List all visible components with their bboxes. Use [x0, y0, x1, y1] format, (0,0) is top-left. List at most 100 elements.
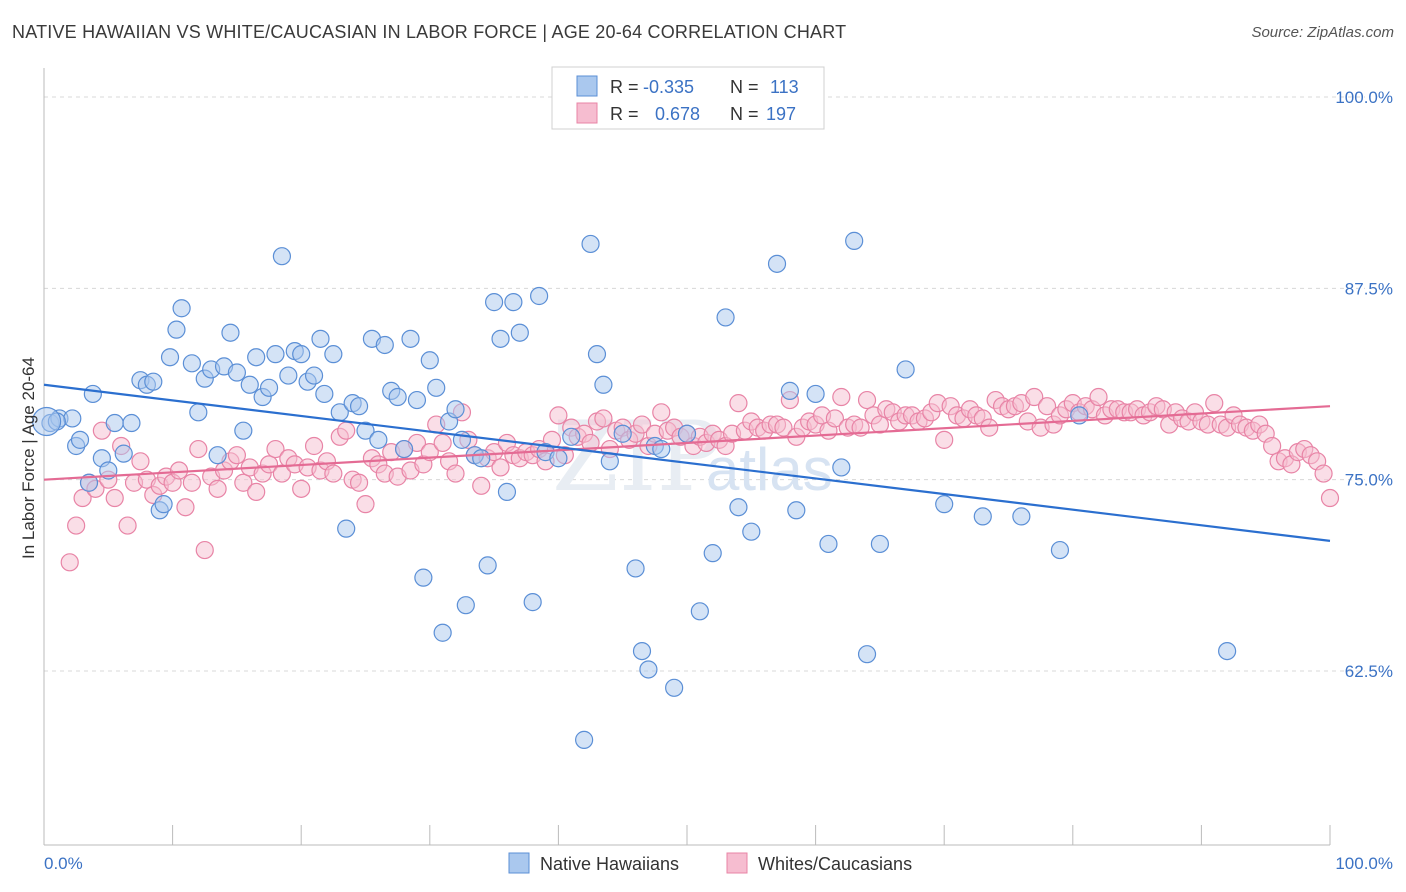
data-point: [195, 540, 214, 560]
data-point: [1218, 642, 1237, 661]
y-tick-label: 100.0%: [1335, 88, 1393, 107]
data-point: [896, 360, 915, 379]
data-point: [935, 430, 954, 449]
data-point: [349, 473, 369, 492]
data-point: [665, 678, 684, 697]
data-point: [575, 730, 594, 749]
data-point: [176, 498, 195, 517]
data-point: [639, 660, 658, 679]
data-point: [504, 293, 523, 312]
data-point: [63, 409, 82, 428]
data-point: [304, 366, 324, 385]
data-point: [973, 507, 992, 526]
data-point: [600, 452, 619, 471]
axes: [43, 68, 1331, 846]
data-point: [632, 642, 652, 661]
data-point: [1025, 387, 1044, 407]
data-point: [523, 593, 542, 612]
legend-swatch-whites: [726, 852, 748, 874]
data-point: [870, 415, 890, 434]
data-point: [60, 553, 79, 572]
data-point: [279, 366, 298, 385]
data-point: [375, 335, 394, 355]
data-point: [1320, 488, 1340, 508]
data-point: [208, 446, 227, 465]
data-point: [67, 516, 86, 535]
data-point: [79, 473, 99, 492]
data-point: [780, 381, 799, 400]
data-point: [857, 390, 877, 410]
data-point: [182, 354, 201, 373]
data-point: [716, 308, 735, 327]
legend-swatch-blue: [576, 75, 598, 97]
x-tick-label: 0.0%: [44, 854, 83, 873]
data-point: [105, 413, 124, 433]
data-point: [240, 375, 259, 394]
data-point: [626, 559, 645, 578]
data-point: [491, 329, 510, 348]
legend-r-value: 0.678: [655, 104, 700, 124]
data-point: [83, 384, 102, 404]
data-point: [485, 293, 504, 312]
data-point: [472, 476, 491, 495]
data-point: [530, 286, 549, 306]
data-point: [247, 482, 266, 502]
data-point: [774, 418, 793, 437]
data-point: [234, 473, 253, 492]
data-point: [690, 602, 709, 621]
data-point: [122, 413, 141, 433]
data-point: [227, 363, 246, 382]
data-point: [259, 378, 279, 397]
data-point: [324, 464, 343, 483]
data-point: [356, 495, 375, 514]
data-point: [221, 323, 240, 342]
data-point: [349, 397, 369, 416]
series-legend: Native Hawaiians Whites/Caucasians: [508, 852, 912, 874]
legend-swatch-native-hawaiians: [508, 852, 530, 874]
data-point: [510, 323, 529, 342]
x-tick-labels: 0.0% 100.0%: [44, 854, 1393, 873]
legend-n-label: N =: [730, 104, 759, 124]
data-point: [594, 375, 613, 394]
data-point: [767, 254, 787, 273]
data-point: [677, 424, 697, 443]
legend-swatch-pink: [576, 102, 598, 124]
data-point: [549, 406, 568, 425]
data-point: [315, 384, 334, 404]
data-point: [594, 409, 613, 428]
y-tick-label: 87.5%: [1345, 279, 1393, 298]
y-tick-label: 75.0%: [1345, 471, 1393, 490]
legend-r-label: R =: [610, 104, 639, 124]
data-point: [259, 455, 279, 474]
data-point: [632, 415, 652, 434]
data-point: [292, 479, 311, 498]
data-point: [172, 299, 191, 318]
data-point: [478, 556, 497, 575]
data-point: [613, 424, 632, 443]
y-tick-label: 62.5%: [1345, 662, 1393, 681]
data-point: [857, 645, 877, 664]
data-point: [433, 623, 452, 642]
data-point: [497, 482, 517, 502]
data-point: [870, 534, 890, 554]
data-point: [935, 495, 954, 514]
data-point: [729, 498, 748, 517]
data-point: [247, 348, 266, 367]
data-point: [154, 495, 173, 514]
series-whites-points: [60, 387, 1340, 572]
data-point: [189, 403, 208, 422]
trend-lines: [43, 383, 1331, 542]
data-point: [433, 433, 452, 453]
data-point: [31, 406, 62, 437]
data-point: [114, 444, 133, 463]
data-point: [703, 544, 722, 563]
data-point: [832, 387, 851, 407]
data-point: [182, 473, 201, 492]
data-point: [1037, 397, 1057, 416]
data-point: [832, 458, 851, 477]
y-axis-label: In Labor Force | Age 20-64: [19, 357, 38, 559]
data-point: [787, 501, 806, 520]
legend-n-value: 113: [770, 77, 799, 97]
data-point: [292, 345, 311, 364]
